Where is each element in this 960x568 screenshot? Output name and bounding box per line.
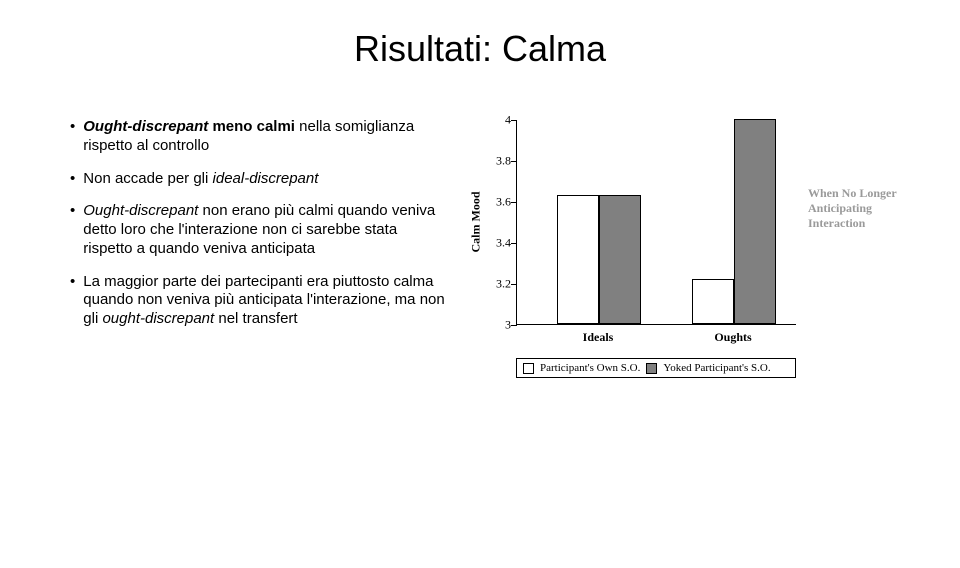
y-tick-label: 3.8 xyxy=(487,154,511,169)
bullet-item: •Ought-discrepant non erano più calmi qu… xyxy=(70,202,450,258)
y-tick-label: 3.6 xyxy=(487,195,511,210)
y-tick-label: 4 xyxy=(487,113,511,128)
bullet-text: La maggior parte dei partecipanti era pi… xyxy=(83,273,450,329)
y-tick xyxy=(511,202,517,203)
y-axis-title: Calm Mood xyxy=(469,192,484,253)
y-tick-label: 3.2 xyxy=(487,277,511,292)
y-tick-label: 3 xyxy=(487,318,511,333)
bullet-item: •La maggior parte dei partecipanti era p… xyxy=(70,273,450,329)
page-title: Risultati: Calma xyxy=(0,28,960,70)
chart-area: Calm Mood 33.23.43.63.84 When No Longer … xyxy=(460,120,890,400)
bullet-dot: • xyxy=(70,202,75,258)
bullet-dot: • xyxy=(70,118,75,156)
chart-panel: Calm Mood 33.23.43.63.84 When No Longer … xyxy=(450,100,890,400)
side-annotation: When No Longer Anticipating Interaction xyxy=(808,186,898,231)
legend: Participant's Own S.O. Yoked Participant'… xyxy=(516,358,796,378)
bar xyxy=(599,195,641,324)
bullet-dot: • xyxy=(70,170,75,189)
bullet-text: Ought-discrepant non erano più calmi qua… xyxy=(83,202,450,258)
x-category-label: Ideals xyxy=(556,330,640,345)
bullet-text: Non accade per gli ideal-discrepant xyxy=(83,170,318,189)
plot-region: 33.23.43.63.84 xyxy=(516,120,796,325)
legend-label: Yoked Participant's S.O. xyxy=(663,362,770,374)
x-category-label: Oughts xyxy=(691,330,775,345)
bullet-item: • Non accade per gli ideal-discrepant xyxy=(70,170,450,189)
bullet-text: Ought-discrepant meno calmi nella somigl… xyxy=(83,118,450,156)
content-row: •Ought-discrepant meno calmi nella somig… xyxy=(0,100,960,400)
y-tick xyxy=(511,325,517,326)
bar xyxy=(557,195,599,324)
y-tick-label: 3.4 xyxy=(487,236,511,251)
bullet-item: •Ought-discrepant meno calmi nella somig… xyxy=(70,118,450,156)
y-tick xyxy=(511,161,517,162)
bullet-list: •Ought-discrepant meno calmi nella somig… xyxy=(70,100,450,400)
y-tick xyxy=(511,243,517,244)
legend-label: Participant's Own S.O. xyxy=(540,362,640,374)
bar xyxy=(692,279,734,324)
legend-swatch xyxy=(646,363,657,374)
y-tick xyxy=(511,120,517,121)
bar xyxy=(734,119,776,324)
y-tick xyxy=(511,284,517,285)
legend-swatch xyxy=(523,363,534,374)
bullet-dot: • xyxy=(70,273,75,329)
